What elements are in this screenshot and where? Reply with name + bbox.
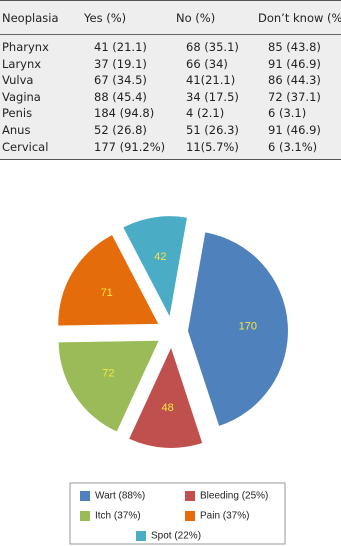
table-cell: Vagina bbox=[2, 89, 41, 104]
pie-slice bbox=[187, 232, 288, 426]
legend-swatch bbox=[136, 531, 146, 541]
table-cell: 37 (19.1) bbox=[94, 56, 147, 71]
header-cell: No (%) bbox=[176, 11, 216, 25]
table-cell: 86 (44.3) bbox=[268, 73, 321, 88]
table-cell: Cervical bbox=[2, 139, 49, 154]
value-label: 42 bbox=[154, 251, 166, 263]
legend-label: Bleeding (25%) bbox=[200, 491, 268, 502]
legend-label: Itch (37%) bbox=[95, 511, 141, 522]
table-cell: 72 (37.1) bbox=[268, 89, 321, 104]
table-cell: 91 (46.9) bbox=[268, 56, 321, 71]
table-cell: Anus bbox=[2, 123, 31, 137]
table-cell: 68 (35.1) bbox=[186, 40, 239, 54]
table-cell: 34 (17.5) bbox=[186, 89, 239, 104]
table-cell: 177 (91.2%) bbox=[94, 139, 166, 154]
table-cell: 52 (26.8) bbox=[94, 123, 147, 137]
legend-swatch bbox=[80, 491, 90, 501]
legend-swatch bbox=[185, 491, 195, 501]
legend-label: Spot (22%) bbox=[151, 531, 201, 542]
table-cell: Pharynx bbox=[2, 40, 49, 54]
table: Neoplasia Yes (%) No (%) Don’t know (% Phary… bbox=[0, 0, 341, 160]
table-cell: 41(21.1) bbox=[186, 73, 236, 88]
table-cell: 184 (94.8) bbox=[94, 106, 155, 121]
header-cell: Neoplasia bbox=[2, 11, 59, 25]
legend-label: Pain (37%) bbox=[200, 511, 249, 522]
table-cell: 88 (45.4) bbox=[94, 89, 147, 104]
table-cell: 91 (46.9) bbox=[268, 123, 321, 137]
pie-slice bbox=[58, 235, 159, 326]
value-label: 48 bbox=[161, 402, 173, 414]
table-cell: 66 (34) bbox=[186, 56, 228, 71]
table-cell: Penis bbox=[2, 106, 33, 121]
table-cell: 4 (2.1) bbox=[186, 106, 225, 121]
table-cell: 41 (21.1) bbox=[94, 40, 147, 54]
table-cell: Vulva bbox=[2, 73, 34, 88]
legend-box bbox=[69, 482, 286, 545]
legend-swatch bbox=[185, 511, 195, 521]
pie-slice bbox=[129, 347, 203, 448]
header-cell: Don’t know (% bbox=[258, 11, 341, 25]
pie-slice bbox=[123, 216, 187, 317]
legend-swatch bbox=[80, 511, 90, 521]
table-cell: 6 (3.1%) bbox=[268, 139, 318, 154]
value-label: 72 bbox=[102, 367, 114, 379]
table-cell: 85 (43.8) bbox=[268, 40, 321, 54]
legend-label: Wart (88%) bbox=[95, 491, 145, 502]
pie-slice bbox=[58, 340, 159, 432]
table-cell: 67 (34.5) bbox=[94, 73, 147, 88]
table-cell: Larynx bbox=[2, 56, 42, 71]
table-cell: 51 (26.3) bbox=[186, 123, 239, 137]
table-cell: 6 (3.1) bbox=[268, 106, 307, 121]
value-label: 71 bbox=[101, 287, 113, 299]
header-cell: Yes (%) bbox=[84, 11, 127, 25]
value-label: 170 bbox=[239, 321, 257, 333]
header-rule bbox=[0, 34, 341, 35]
table-cell: 11(5.7%) bbox=[186, 139, 239, 154]
